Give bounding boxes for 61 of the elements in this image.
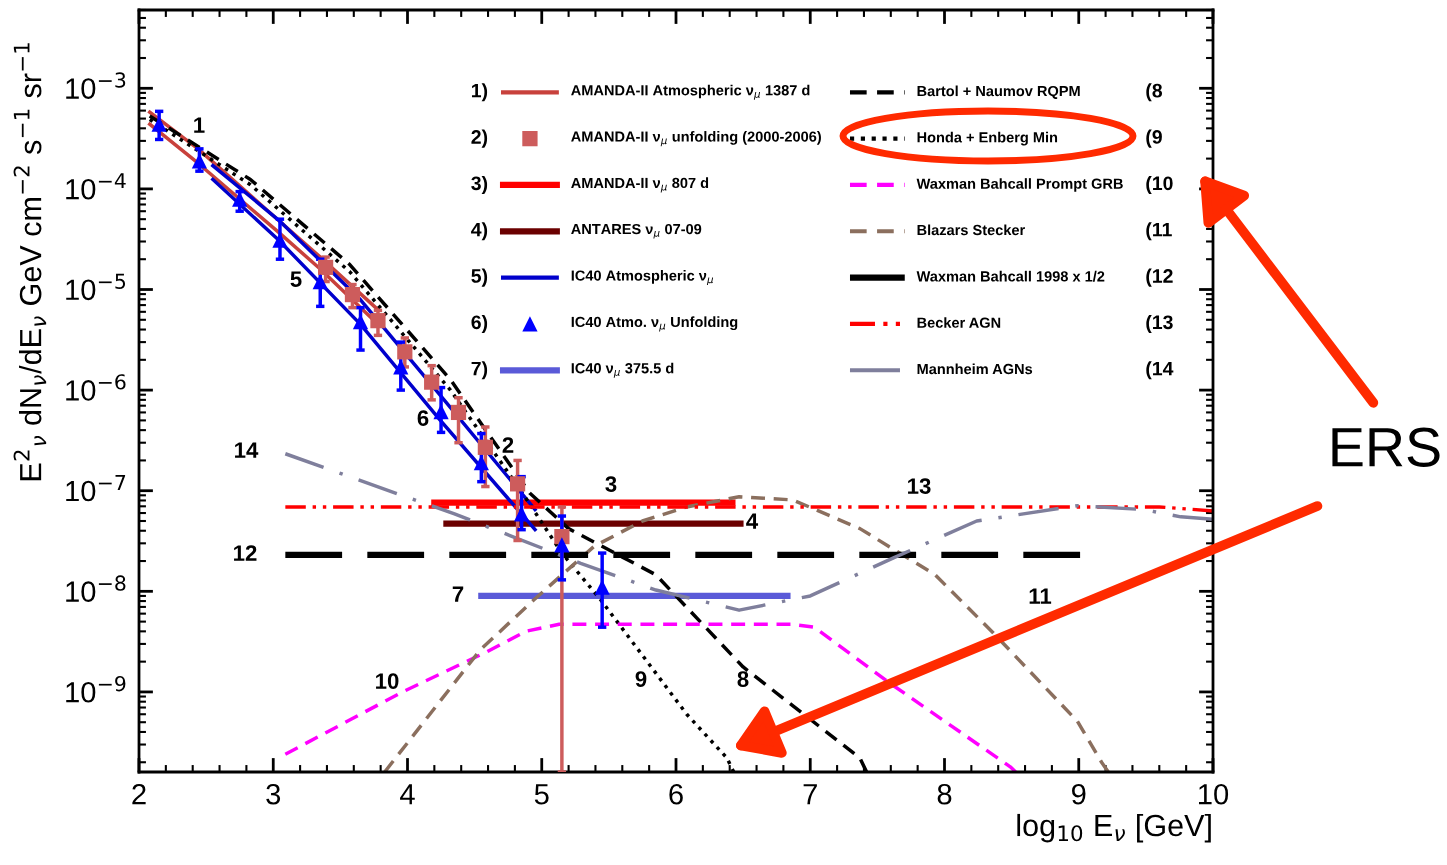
x-tick-label: 8 [937,783,952,805]
legend-label: IC40 ν$_{μ}$ 375.5 d [571,362,674,378]
legend-label: Honda + Enberg Min [917,131,1058,146]
x-tick-label: 2 [132,783,146,805]
legend-label: Blazars Stecker [917,224,1025,236]
x-axis-title: log$_{10}$ E$_{ν}$ [GeV] [1017,813,1211,843]
x-tick-label: 4 [400,784,415,805]
annotation: 4) [471,222,488,241]
annotation: 12 [234,545,257,561]
annotation: (12 [1146,268,1173,287]
legend-label: Waxman Bahcall 1998 x 1/2 [916,270,1105,282]
annotation: 3) [471,175,488,195]
legend-label: ANTARES ν$_{μ}$ 07-09 [571,223,702,239]
y-tick-label: 10$^{−9}$ [66,675,126,703]
legend-label: IC40 Atmospheric ν$_{μ}$ [571,270,714,286]
legend-label: IC40 Atmo. ν$_{μ}$ Unfolding [571,316,738,332]
y-tick-label: 10$^{−3}$ [66,72,126,99]
annotation: 3 [605,476,617,492]
annotation: 8 [737,671,749,687]
legend-label: AMANDA-II Atmospheric ν$_{μ}$ 1387 d [571,84,810,100]
annotation: 11 [1029,588,1052,604]
annotation: 13 [908,478,931,494]
x-tick-label: 6 [669,783,683,805]
y-tick-label: 10$^{−4}$ [66,173,126,200]
annotation: (8 [1146,83,1163,102]
annotation: 10 [376,673,399,689]
annotation: (14 [1146,361,1174,380]
annotation: 4 [746,513,759,529]
annotation: 9 [635,671,647,687]
annotation: (10 [1146,175,1173,195]
legend-label: Becker AGN [917,317,1001,328]
text: ERS [1332,427,1440,467]
annotation: 1 [194,117,205,133]
annotation: 7 [452,586,464,602]
legend-label: Mannheim AGNs [917,363,1033,375]
annotation: 6 [417,410,429,426]
x-tick-label: 7 [803,784,817,805]
annotation: 7) [471,361,488,380]
y-tick-label: 10$^{−5}$ [66,273,126,301]
y-tick-label: 10$^{−8}$ [66,575,126,602]
x-tick-label: 5 [534,784,549,805]
legend-label: AMANDA-II ν$_{μ}$ 807 d [571,177,709,193]
annotation: 6) [471,314,488,334]
text: E$^{2}$$_{ν}$ dN$_{ν}$/dE$_{ν}$ GeV cm$^{−2}$ s$^{−1}$ sr$^{−1}$ [13,43,47,481]
x-tick-label: 3 [266,783,281,805]
y-tick-label: 10$^{−6}$ [66,374,126,401]
annotation: 5 [290,271,302,287]
annotation: (13 [1146,314,1173,334]
annotation: (11 [1146,222,1172,241]
legend-label: AMANDA-II ν$_{μ}$ unfolding (2000-2006) [571,131,821,147]
x-tick-label: 9 [1072,783,1086,805]
annotation: 1) [471,83,488,102]
annotation: 14 [235,442,259,458]
legend-label: Bartol + Naumov RQPM [917,85,1080,99]
y-tick-label: 10$^{−7}$ [66,475,126,502]
annotation: 2 [502,437,514,453]
annotation: (9 [1146,129,1162,148]
annotation: 5) [471,268,488,287]
annotation: 2) [471,129,488,148]
x-tick-label: 10 [1199,783,1229,805]
legend-label: Waxman Bahcall Prompt GRB [916,178,1123,192]
